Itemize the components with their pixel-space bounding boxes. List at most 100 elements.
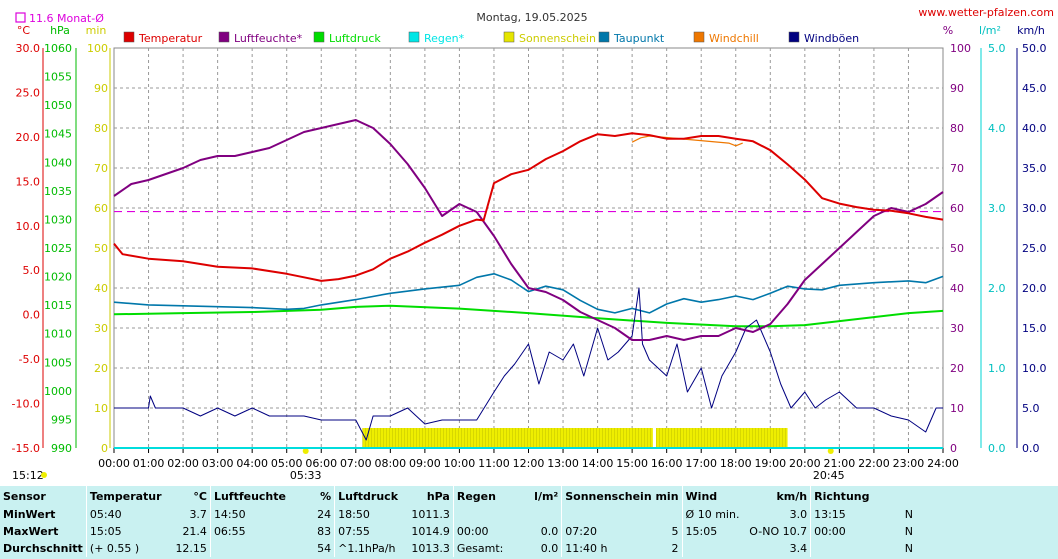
sun-tick-label: 40 — [94, 282, 108, 295]
x-tick-label: 18:00 — [720, 457, 752, 470]
sun-tick-label: 90 — [94, 82, 108, 95]
humidity-tick-label: 50 — [950, 242, 964, 255]
wind-tick-label: 50.0 — [1022, 42, 1047, 55]
stats-cell: 07:20 — [561, 523, 656, 540]
legend-swatch — [313, 31, 325, 43]
x-tick-label: 04:00 — [236, 457, 268, 470]
stats-header-temp: Temperatur — [85, 486, 165, 506]
humidity-tick-label: 10 — [950, 402, 964, 415]
temp-tick-label: 5.0 — [23, 264, 41, 277]
stats-header-dir: Richtung — [810, 486, 876, 506]
stats-cell — [561, 506, 656, 523]
stats-cell: 14:50 — [209, 506, 289, 523]
stats-cell: 00:00 — [452, 523, 517, 540]
sunshine-bars — [362, 428, 788, 448]
stats-panel: Sensor Temperatur °C Luftfeuchte % Luftd… — [0, 486, 1058, 559]
humidity-tick-label: 70 — [950, 162, 964, 175]
wind-axis-unit: km/h — [1017, 24, 1045, 37]
legend-label: Temperatur — [138, 32, 203, 45]
monthly-avg-label: 11.6 Monat-Ø — [29, 12, 104, 25]
x-tick-label: 06:00 — [305, 457, 337, 470]
chart-axes: 00:00 01:00 02:00 03:00 04:00 05:00 06:00 07:00… — [12, 24, 1047, 482]
stats-cell — [810, 540, 876, 557]
stats-row-max: MaxWert 15:05 21.4 06:55 83 07:55 1014.9… — [0, 523, 916, 540]
legend-swatch — [693, 31, 705, 43]
pressure-tick-label: 1045 — [44, 128, 72, 141]
sun-tick-label: 80 — [94, 122, 108, 135]
wind-tick-label: 20.0 — [1022, 282, 1047, 295]
site-link[interactable]: www.wetter-pfalzen.com — [918, 6, 1054, 19]
humidity-line — [113, 119, 944, 341]
sun-tick-label: 60 — [94, 202, 108, 215]
rain-tick-label: 0.0 — [988, 442, 1006, 455]
stats-header-press-unit: hPa — [426, 489, 450, 503]
stats-cell: ^1.1hPa/h — [334, 540, 403, 557]
stats-cell: 3.0 — [789, 508, 808, 521]
legend-label: Windchill — [709, 32, 759, 45]
sun-tick-label: 50 — [94, 242, 108, 255]
wind-tick-label: 5.0 — [1022, 402, 1040, 415]
humidity-tick-label: 0 — [950, 442, 957, 455]
sunset-marker — [827, 448, 834, 454]
stats-cell: N — [904, 542, 913, 555]
stats-cell: 11:40 h — [561, 540, 656, 557]
x-tick-label: 07:00 — [340, 457, 372, 470]
wind-tick-label: 40.0 — [1022, 122, 1047, 135]
rain-tick-label: 3.0 — [988, 202, 1006, 215]
dewpoint-line — [113, 272, 944, 314]
stats-row-avg: Durchschnitt (+ 0.55 ) 12.15 54 ^1.1hPa/… — [0, 540, 916, 557]
stats-header-hum: Luftfeuchte — [209, 486, 289, 506]
chart-legend: Temperatur Luftfeuchte* Luftdruck Regen* Son… — [123, 31, 859, 45]
wind-tick-label: 25.0 — [1022, 242, 1047, 255]
chart-marks — [113, 119, 944, 449]
rain-tick-label: 2.0 — [988, 282, 1006, 295]
wind-tick-label: 10.0 — [1022, 362, 1047, 375]
stats-header-press: Luftdruck — [334, 486, 403, 506]
x-tick-label: 20:00 — [789, 457, 821, 470]
wind-tick-label: 15.0 — [1022, 322, 1047, 335]
x-tick-label: 23:00 — [893, 457, 925, 470]
stats-cell: 13:15 — [810, 506, 876, 523]
stats-cell — [209, 540, 289, 557]
stats-table: Sensor Temperatur °C Luftfeuchte % Luftd… — [0, 486, 916, 557]
stats-cell: 05:40 — [85, 506, 165, 523]
rain-tick-label: 4.0 — [988, 122, 1006, 135]
x-tick-label: 17:00 — [685, 457, 717, 470]
gust-line — [114, 287, 943, 441]
temp-tick-label: 20.0 — [16, 131, 41, 144]
legend-label: Taupunkt — [613, 32, 665, 45]
x-tick-label: 11:00 — [478, 457, 510, 470]
stats-cell: 3.7 — [189, 508, 207, 521]
stats-cell: 06:55 — [209, 523, 289, 540]
x-tick-label: 15:00 — [616, 457, 648, 470]
wind-tick-label: 45.0 — [1022, 82, 1047, 95]
legend-label: Sonnenschein — [519, 32, 596, 45]
wind-tick-label: 0.0 — [1022, 442, 1040, 455]
rain-axis-unit: l/m² — [979, 24, 1001, 37]
x-tick-label: 09:00 — [409, 457, 441, 470]
sunrise-marker — [302, 448, 309, 454]
stats-cell: 07:55 — [334, 523, 403, 540]
stats-cell: 15:05 — [85, 523, 165, 540]
windchill-line — [631, 135, 743, 147]
stats-header-sensor: Sensor — [3, 489, 46, 503]
pressure-tick-label: 990 — [51, 442, 72, 455]
legend-label: Windböen — [804, 32, 859, 45]
sunrise-label: 05:33 — [290, 469, 322, 482]
sun-tick-label: 100 — [87, 42, 108, 55]
legend-swatch — [123, 31, 135, 43]
stats-cell: N — [904, 508, 913, 521]
sunset-label: 20:45 — [813, 469, 845, 482]
temp-tick-label: 25.0 — [16, 86, 41, 99]
temp-axis-unit: °C — [17, 24, 31, 37]
stats-row-min: MinWert 05:40 3.7 14:50 24 18:50 1011.3 … — [0, 506, 916, 523]
stats-cell: 2 — [671, 542, 679, 555]
x-tick-label: 00:00 — [98, 457, 130, 470]
legend-label: Luftdruck — [329, 32, 381, 45]
x-tick-label: 05:00 — [271, 457, 303, 470]
legend-swatch — [788, 31, 800, 43]
x-tick-label: 08:00 — [374, 457, 406, 470]
pressure-tick-label: 1000 — [44, 385, 72, 398]
humidity-axis-unit: % — [943, 24, 953, 37]
